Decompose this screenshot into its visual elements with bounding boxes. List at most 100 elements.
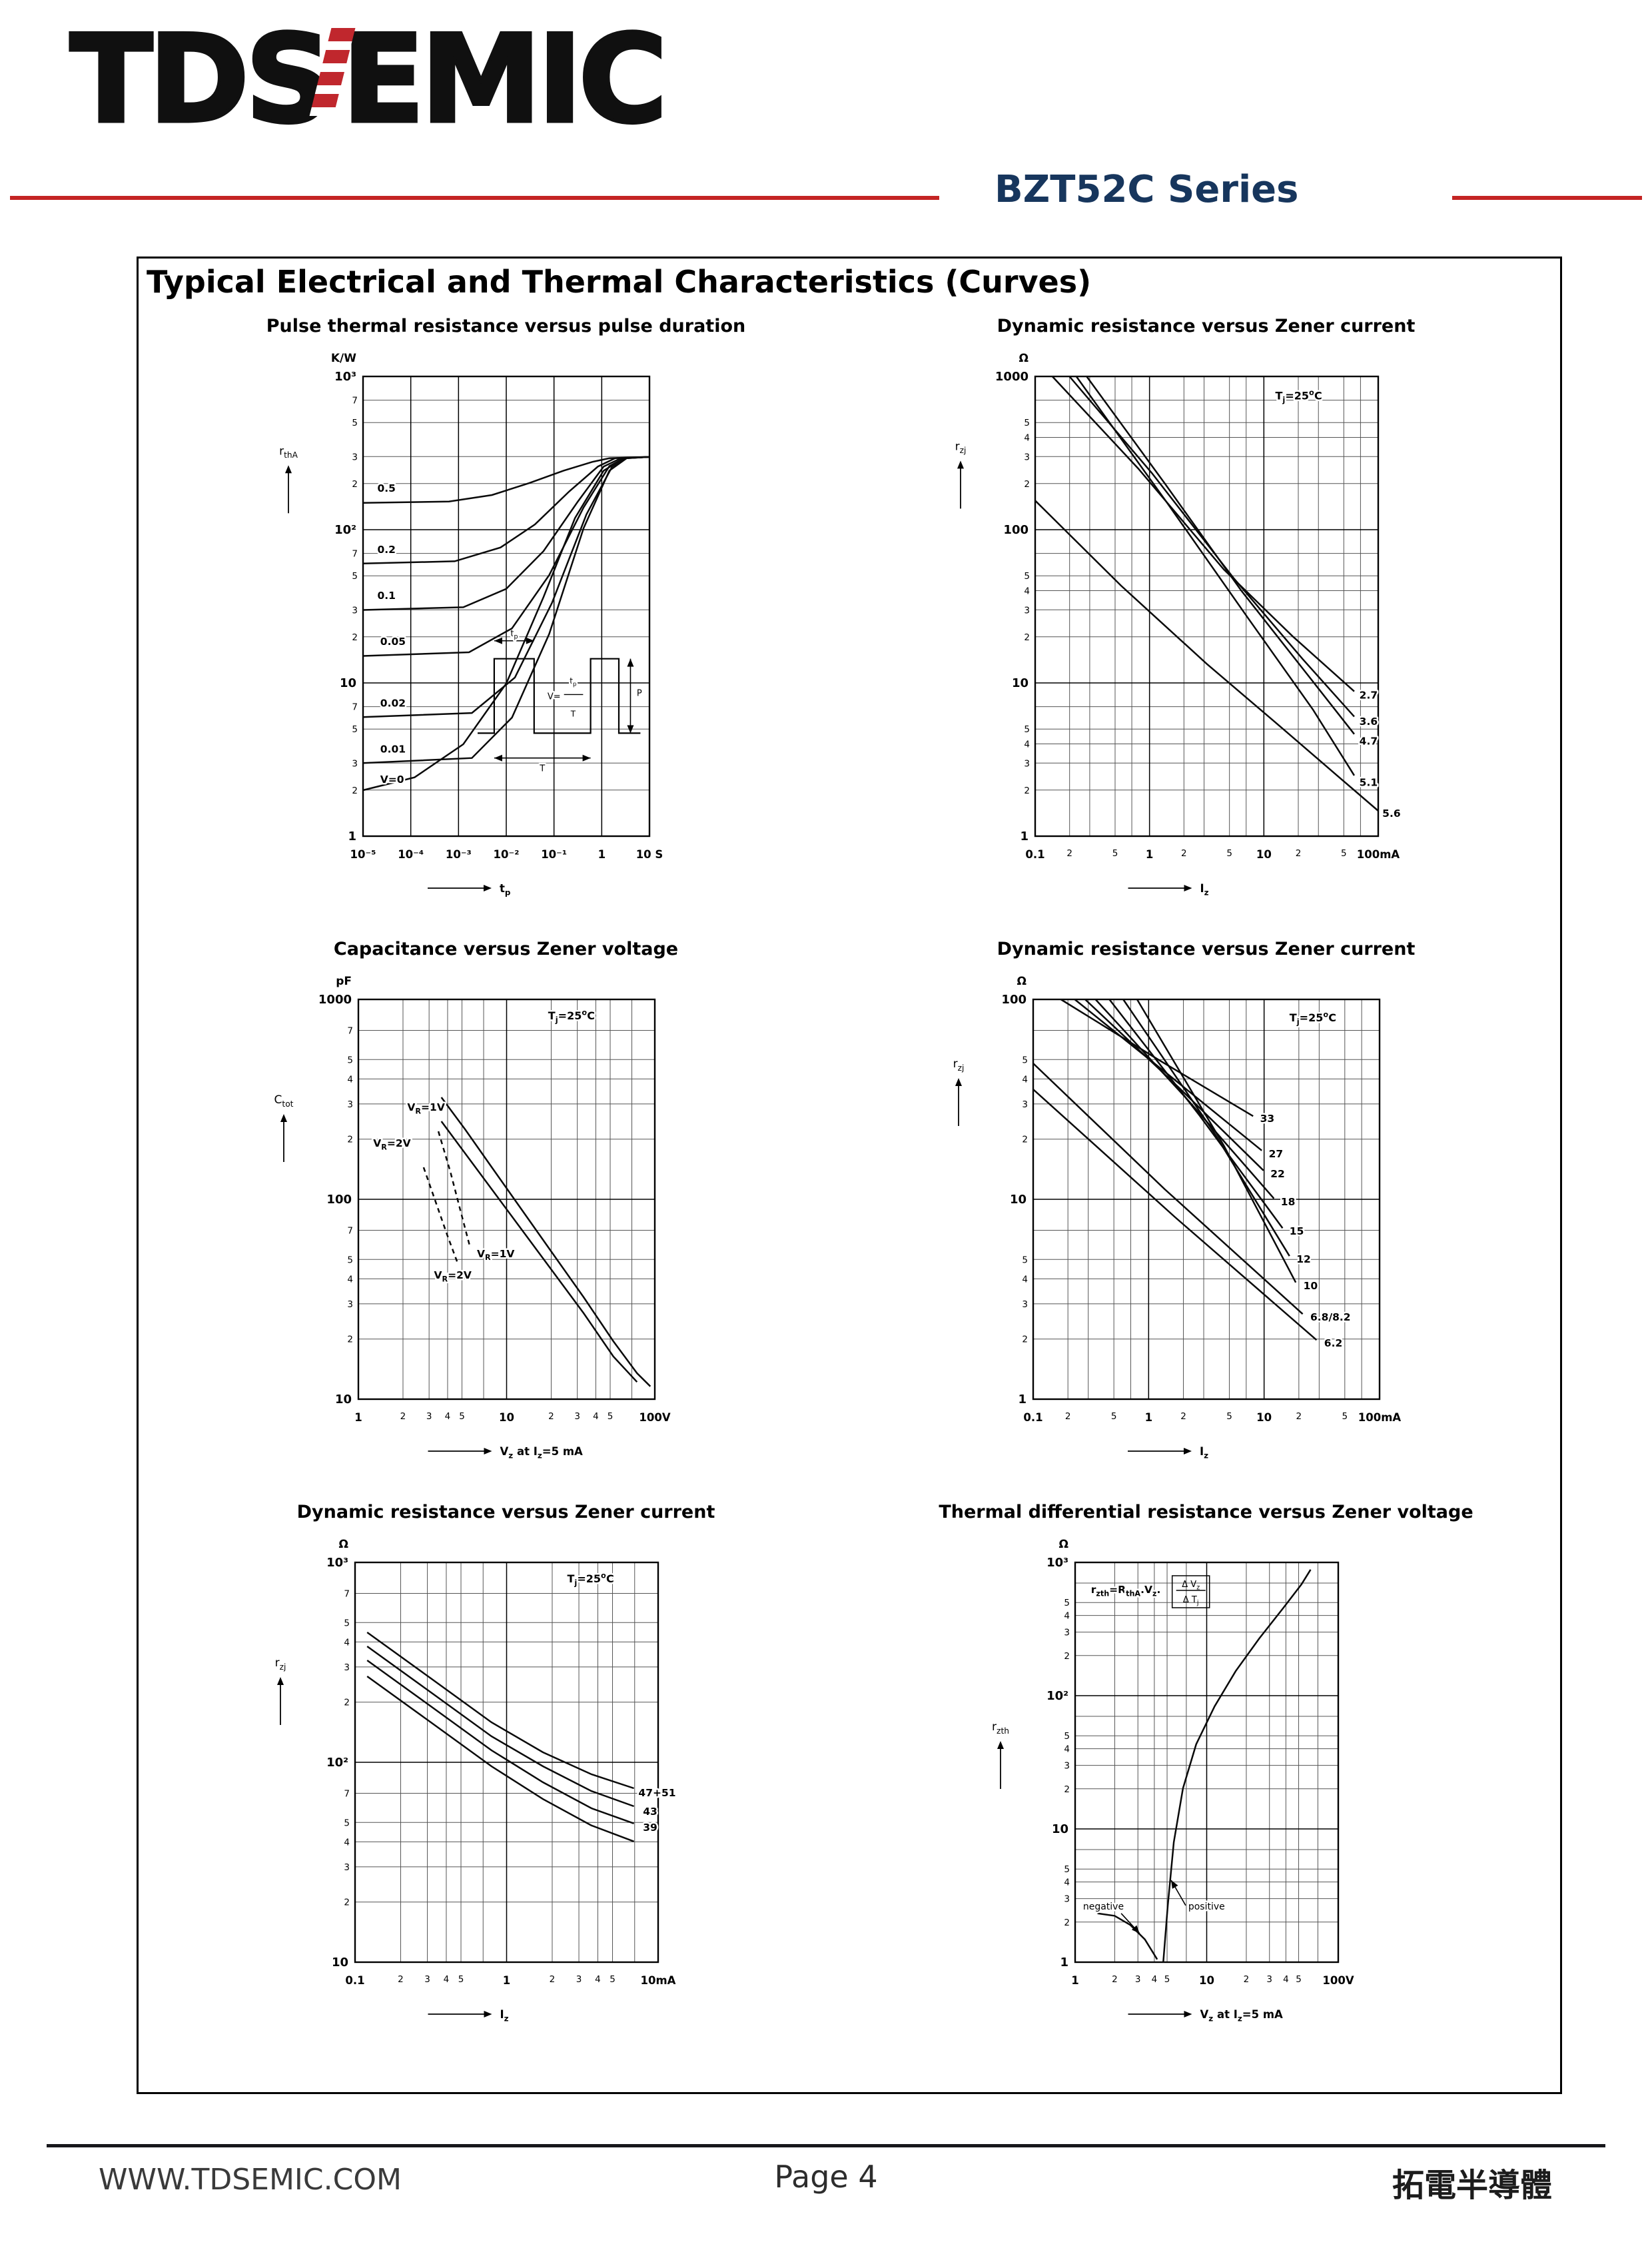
y-tick-minor: 5: [1022, 1255, 1028, 1265]
curve-label: 12: [1296, 1253, 1311, 1265]
curves: [362, 456, 649, 792]
arrowhead: [526, 637, 534, 644]
curve-label: 15: [1289, 1225, 1304, 1237]
y-tick-minor: 7: [352, 549, 358, 560]
annotation: Tj=25oC: [567, 1570, 614, 1587]
y-tick-major: 10³: [326, 1556, 348, 1570]
x-tick-minor: 3: [424, 1974, 430, 1985]
curve: [1085, 376, 1355, 735]
y-tick-minor: 5: [1024, 571, 1030, 582]
curves: [1034, 376, 1379, 812]
x-tick-major: 1: [1144, 1411, 1152, 1424]
y-tick-minor: 5: [352, 571, 358, 582]
charts-grid: Pulse thermal resistance versus pulse du…: [139, 300, 1560, 2058]
y-tick-minor: 4: [344, 1837, 350, 1848]
x-tick-minor: 2: [1066, 848, 1072, 859]
arrowhead: [997, 1741, 1004, 1749]
y-tick-minor: 4: [1064, 1744, 1070, 1755]
y-tick-minor: 2: [344, 1698, 350, 1708]
y-tick-minor: 2: [352, 479, 358, 490]
x-tick-minor: 2: [548, 1411, 554, 1422]
x-tick-minor: 4: [595, 1974, 601, 1985]
x-tick-major: 1: [598, 848, 605, 861]
curve: [366, 1645, 634, 1808]
y-tick-minor: 3: [1064, 1761, 1070, 1772]
x-tick-minor: 3: [426, 1411, 432, 1422]
chart-4: Dynamic resistance versus Zener current Ω…: [860, 936, 1553, 1495]
curve-label: 2.7: [1359, 690, 1377, 702]
curve-label: 33: [1260, 1113, 1274, 1125]
curve: [1162, 1569, 1312, 1963]
y-tick-major: 100: [1001, 993, 1027, 1007]
y-tick-minor: 3: [1064, 1628, 1070, 1638]
x-tick-major: 10⁻¹: [541, 848, 567, 861]
x-tick-major: 10⁻³: [445, 848, 471, 861]
curve-label: 5.1: [1359, 777, 1377, 789]
y-tick-minor: 5: [1024, 418, 1030, 428]
header-red-rule-left: [10, 196, 939, 200]
curve-label: 6.2: [1324, 1337, 1342, 1349]
y-tick-minor: 3: [1022, 1299, 1028, 1310]
chart-title: Dynamic resistance versus Zener current: [296, 1502, 715, 1522]
y-tick-minor: 2: [352, 786, 358, 796]
chart-canvas: K/W 10³ 10² 10 1 7 5 3 2 7 5 3 2 7 5 3 2 10⁻⁵ 10⁻⁴ 10⁻³ 10⁻²…: [279, 352, 663, 897]
x-tick-major: 10: [1256, 848, 1271, 861]
x-tick-minor: 5: [1341, 848, 1347, 859]
logo-text-right: EMIC: [340, 9, 669, 150]
y-tick-minor: 7: [347, 1025, 353, 1036]
annotation: positive: [1188, 1902, 1224, 1912]
y-tick-major: 1000: [318, 993, 351, 1007]
x-tick-minor: 5: [1164, 1974, 1170, 1985]
x-tick-major: 0.1: [1025, 848, 1044, 861]
y-tick-minor: 5: [344, 1818, 350, 1828]
y-tick-minor: 5: [1024, 724, 1030, 735]
curve-label: 6.8/8.2: [1310, 1311, 1351, 1323]
y-tick-minor: 4: [344, 1637, 350, 1648]
inset-frac-den: T: [570, 710, 576, 719]
y-tick-minor: 4: [1064, 1878, 1070, 1888]
grid: [357, 998, 655, 1401]
y-tick-minor: 4: [1024, 586, 1030, 597]
footer-website: WWW.TDSEMIC.COM: [99, 2163, 402, 2197]
arrowhead: [582, 754, 591, 762]
y-axis-name: rzj: [953, 1057, 964, 1073]
y-axis-name: rzj: [274, 1656, 286, 1672]
x-tick-minor: 2: [400, 1411, 406, 1422]
x-tick-major: 100V: [639, 1411, 670, 1424]
arrowhead: [1170, 1880, 1178, 1889]
curve: [1096, 1912, 1158, 1960]
arrowhead: [957, 460, 964, 469]
y-tick-major: 100: [326, 1193, 352, 1207]
curve: [1074, 999, 1262, 1151]
chart-title: Dynamic resistance versus Zener current: [997, 316, 1416, 336]
y-tick-minor: 5: [347, 1255, 353, 1265]
x-tick-minor: 2: [1296, 1411, 1302, 1422]
curve: [362, 456, 649, 504]
y-tick-minor: 7: [344, 1788, 350, 1799]
x-tick-major: 1: [1071, 1974, 1078, 1987]
x-tick-major: 0.1: [1023, 1411, 1042, 1424]
curve-label: VR=1V: [407, 1101, 444, 1115]
y-tick-minor: 3: [1024, 605, 1030, 616]
y-tick-minor: 2: [344, 1898, 350, 1908]
x-tick-minor: 3: [574, 1411, 580, 1422]
y-tick-minor: 4: [347, 1074, 353, 1085]
y-axis-name: Ctot: [274, 1093, 293, 1109]
chart-title: Dynamic resistance versus Zener current: [997, 939, 1416, 959]
curve: [440, 1097, 651, 1387]
curves: [366, 1631, 634, 1842]
y-axis-unit: Ω: [1058, 1538, 1068, 1551]
curve-label: 22: [1270, 1168, 1285, 1180]
x-tick-minor: 5: [1112, 848, 1118, 859]
x-tick-major: 1: [1145, 848, 1152, 861]
curve: [362, 456, 649, 565]
y-tick-major: 10: [331, 1956, 348, 1970]
curve-label: 43: [643, 1806, 657, 1818]
inset-V-label: V=: [547, 692, 560, 702]
grid: [354, 1561, 659, 1964]
y-tick-minor: 7: [352, 702, 358, 713]
y-tick-minor: 3: [347, 1099, 353, 1110]
y-tick-major: 10²: [326, 1756, 348, 1770]
